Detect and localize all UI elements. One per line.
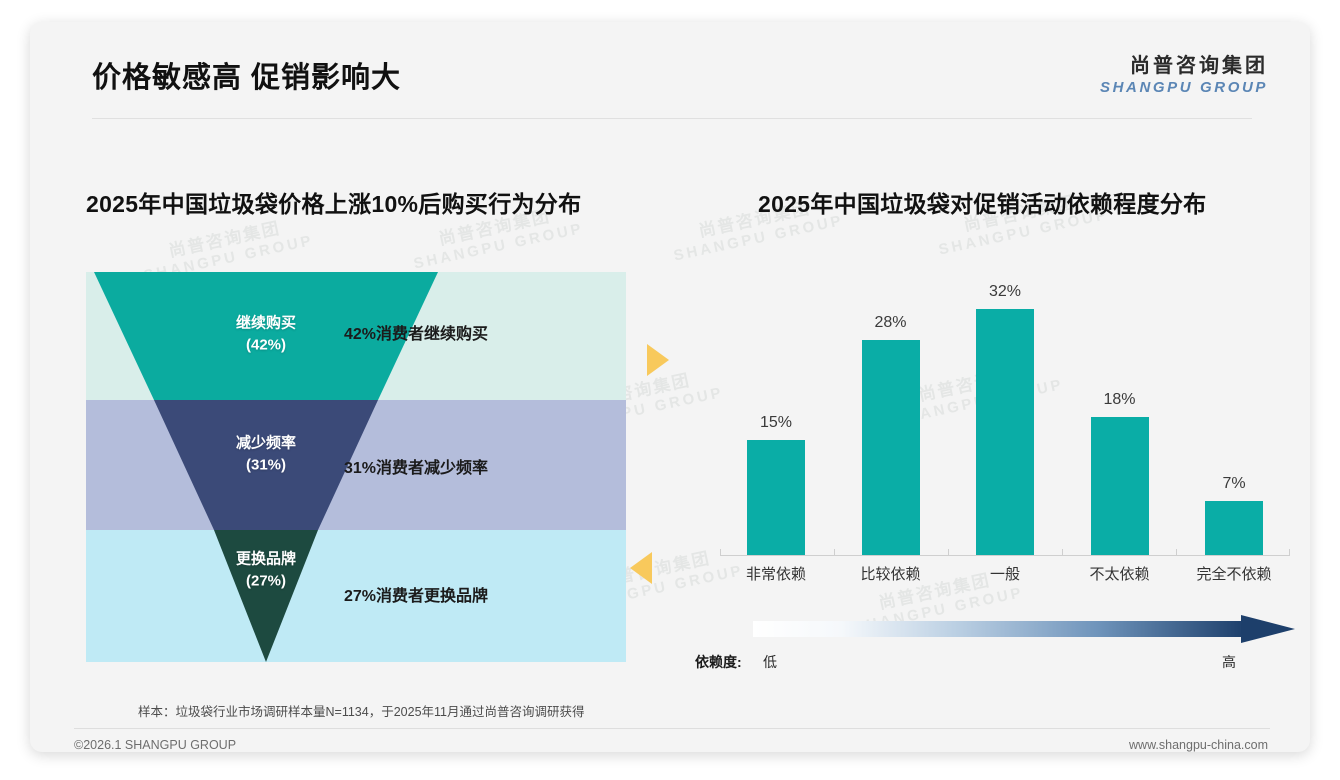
bar-rect [1205, 501, 1263, 555]
bar-value-label: 7% [1222, 475, 1246, 492]
axis-tick [1062, 549, 1063, 556]
funnel-segment-3-label: 更换品牌 (27%) [236, 548, 296, 592]
funnel-segment-3-value: (27%) [245, 572, 287, 589]
copyright-text: ©2026.1 SHANGPU GROUP [74, 738, 237, 752]
axis-tick [1289, 549, 1290, 556]
legend-low-label: 低 [763, 654, 777, 670]
funnel-band-2-text: 31%消费者减少频率 [343, 460, 489, 477]
funnel-segment-3-name: 更换品牌 [235, 550, 297, 568]
funnel-segment-3 [214, 530, 318, 662]
right-chart-title: 2025年中国垃圾袋对促销活动依赖程度分布 [758, 191, 1207, 217]
x-axis-label: 非常依赖 [745, 566, 806, 583]
funnel-segment-1-name: 继续购买 [235, 314, 297, 332]
footer-divider [74, 728, 1270, 729]
funnel-shape [94, 272, 438, 662]
bar-rect [747, 440, 805, 555]
bar-rect [1090, 417, 1149, 555]
x-axis-label: 不太依赖 [1089, 566, 1150, 583]
legend-high-label: 高 [1222, 654, 1236, 670]
funnel-band-1-text: 42%消费者继续购买 [343, 326, 489, 343]
funnel-band-3-text: 27%消费者更换品牌 [343, 588, 489, 605]
bar-value-label: 28% [874, 314, 907, 331]
page-title: 价格敏感高 促销影响大 [92, 62, 402, 94]
funnel-segment-2-name: 减少频率 [235, 434, 297, 452]
left-arrow-marker-icon [630, 552, 652, 584]
sample-footnote: 样本：垃圾袋行业市场调研样本量N=1134，于2025年11月通过尚普咨询调研获… [138, 705, 585, 719]
bar-column: 7% [1178, 277, 1290, 555]
funnel-segment-2 [154, 400, 378, 530]
bar-value-label: 18% [1103, 391, 1136, 408]
bar-rect [976, 309, 1034, 555]
x-axis-label: 完全不依赖 [1196, 566, 1272, 583]
website-link[interactable]: www.shangpu-china.com [1129, 738, 1268, 752]
bar-rect [861, 340, 920, 555]
x-axis-line [720, 555, 1290, 556]
bar-value-label: 32% [988, 283, 1022, 300]
axis-tick [1176, 549, 1177, 556]
logo-cn-text: 尚普咨询集团 [1130, 55, 1268, 77]
dependency-legend: 依赖度: 低 高 [695, 614, 1295, 676]
logo-en-text: SHANGPU GROUP [1100, 79, 1268, 96]
header-divider [92, 118, 1252, 119]
bar-column: 28% [835, 277, 947, 555]
funnel-segment-1-value: (42%) [245, 336, 287, 353]
watermark-cn: 尚普咨询集团 [167, 218, 283, 261]
watermark-en: SHANGPU GROUP [672, 211, 846, 265]
slide-canvas: 尚普咨询集团 SHANGPU GROUP 尚普咨询集团 SHANGPU GROU… [30, 22, 1310, 752]
x-axis-labels: 非常依赖 比较依赖 一般 不太依赖 完全不依赖 [720, 563, 1290, 584]
funnel-band-3 [86, 530, 626, 662]
axis-tick [720, 549, 721, 556]
axis-tick [948, 549, 949, 556]
funnel-segment-2-label: 减少频率 (31%) [236, 432, 296, 476]
funnel-segment-2-value: (31%) [245, 456, 287, 473]
bar-value-label: 15% [759, 414, 793, 431]
bar-chart: 15% 28% 32% 18% 7% [720, 277, 1290, 583]
left-chart-title: 2025年中国垃圾袋价格上涨10%后购买行为分布 [86, 191, 582, 217]
bar-plot-area: 15% 28% 32% 18% 7% [720, 277, 1290, 555]
x-axis-label: 比较依赖 [860, 566, 921, 583]
brand-logo: 尚普咨询集团 SHANGPU GROUP [1100, 55, 1268, 98]
funnel-segment-1 [94, 272, 438, 400]
slide-header: 价格敏感高 促销影响大 尚普咨询集团 SHANGPU GROUP [30, 22, 1310, 120]
gradient-arrow-icon [753, 614, 1295, 644]
watermark-en: SHANGPU GROUP [412, 219, 586, 273]
bar-column: 32% [949, 277, 1061, 555]
right-arrow-marker-icon [647, 344, 669, 376]
x-axis-label: 一般 [989, 566, 1020, 583]
axis-tick [834, 549, 835, 556]
bar-column: 15% [720, 277, 832, 555]
bar-column: 18% [1064, 277, 1176, 555]
x-axis-ticks [720, 549, 1290, 556]
funnel-chart: 继续购买 (42%) 减少频率 (31%) 更换品牌 (27%) 42%消费者继… [86, 272, 646, 662]
funnel-segment-1-label: 继续购买 (42%) [236, 312, 296, 356]
legend-caption: 依赖度: [695, 654, 742, 670]
